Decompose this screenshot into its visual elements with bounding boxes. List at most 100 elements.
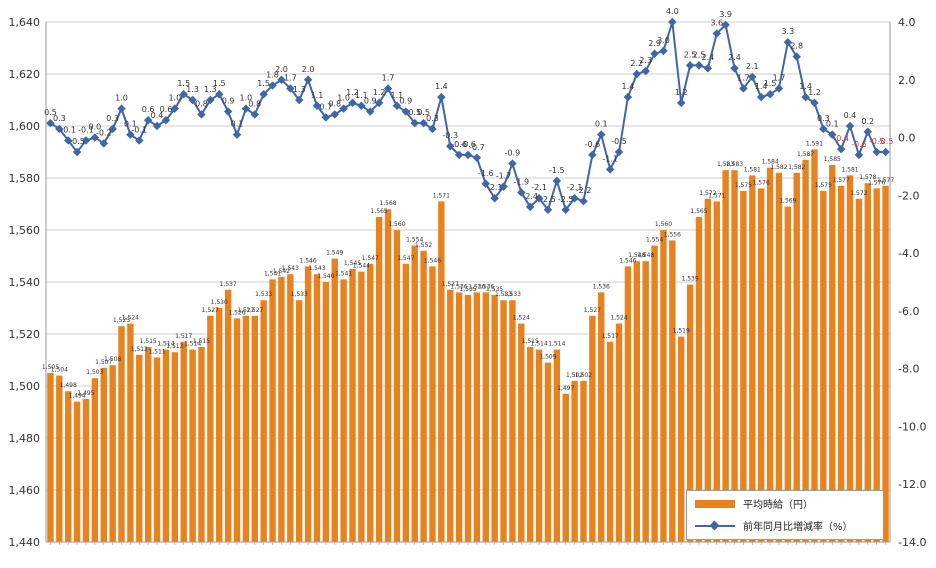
- line-value-label: -1.1: [602, 154, 618, 163]
- line-point: [366, 107, 375, 116]
- line-point: [232, 130, 242, 139]
- line-value-label: 2.9: [648, 39, 661, 48]
- bar-value-label: 1,503: [86, 369, 103, 376]
- line-value-label: 1.1: [391, 91, 404, 100]
- line-point: [454, 150, 464, 160]
- bar-value-label: 1,535: [459, 286, 476, 293]
- bar-value-label: 1,514: [184, 341, 201, 348]
- bar: [669, 240, 676, 542]
- line-value-label: 0.8: [328, 99, 341, 108]
- bar-value-label: 1,543: [282, 265, 299, 272]
- line-value-label: 1.7: [284, 73, 297, 82]
- bar-value-label: 1,576: [753, 179, 770, 186]
- line-value-label: -0.6: [585, 140, 601, 149]
- bar-value-label: 1,547: [362, 255, 379, 262]
- line-value-label: -0.6: [460, 140, 476, 149]
- line-point: [392, 101, 402, 111]
- line-value-label: -0.1: [78, 125, 94, 134]
- bar-value-label: 1,571: [708, 192, 725, 199]
- line-point: [863, 127, 873, 137]
- line-point: [90, 133, 100, 142]
- bar: [384, 209, 392, 542]
- bar: [740, 191, 747, 542]
- line-value-label: -2.4: [522, 192, 538, 201]
- line-value-label: 1.2: [675, 88, 688, 97]
- line-point: [419, 118, 428, 128]
- line-point: [99, 139, 108, 148]
- line-value-label: -2.5: [558, 195, 574, 204]
- line-point: [312, 101, 322, 111]
- right-axis: -14.0 -12.0 -10.0 -8.0 -6.0 -4.0 -2.0 0.0 2.0 4.0: [889, 16, 926, 549]
- line-point: [659, 46, 668, 56]
- bar-value-label: 1,502: [566, 372, 583, 379]
- bar-value-label: 1,544: [353, 263, 370, 270]
- bar-value-label: 1,533: [291, 291, 308, 298]
- left-tick-label: 1,500: [9, 380, 41, 393]
- line-point: [756, 92, 766, 102]
- right-tick-label: -2.0: [898, 189, 919, 202]
- right-tick-label: -6.0: [898, 305, 919, 318]
- line-point: [135, 136, 144, 145]
- line-value-label: 2.4: [728, 53, 741, 62]
- bar: [731, 170, 738, 542]
- line-point: [55, 124, 64, 134]
- bar: [535, 349, 543, 542]
- bar: [73, 401, 81, 542]
- line-value-label: 1.4: [622, 82, 635, 91]
- bar-value-label: 1,536: [451, 283, 468, 290]
- bar: [606, 341, 614, 542]
- line-point: [445, 141, 455, 151]
- line-value-label: 0.1: [595, 120, 608, 129]
- line-value-label: 2.0: [275, 65, 288, 74]
- bar-value-label: 1,569: [779, 198, 796, 205]
- bar: [766, 167, 774, 542]
- line-point: [143, 115, 153, 125]
- line-value-label: 1.7: [773, 73, 786, 82]
- line-point: [277, 75, 286, 85]
- line-value-label: 1.7: [382, 73, 395, 82]
- line-value-label: 0.1: [231, 120, 244, 129]
- line-value-label: 2.1: [746, 62, 759, 71]
- bar: [47, 373, 54, 542]
- bar-value-label: 1,549: [326, 250, 343, 257]
- legend-item-bar: 平均時給（円）: [695, 496, 813, 511]
- bar: [598, 292, 605, 542]
- bar: [375, 217, 383, 542]
- bar-value-label: 1,575: [815, 182, 832, 189]
- line-value-label: 2.5: [684, 50, 697, 59]
- bar: [518, 323, 525, 542]
- line-value-label: 0.1: [826, 120, 839, 129]
- line-point: [463, 150, 473, 160]
- bar: [269, 279, 276, 542]
- bar-value-label: 1,507: [95, 359, 112, 366]
- line-point: [490, 193, 499, 203]
- line-point: [703, 63, 713, 73]
- bar-value-label: 1,556: [664, 231, 681, 238]
- line-value-label: 0.5: [408, 108, 421, 117]
- line-value-label: 1.0: [115, 94, 128, 103]
- line-value-label: -0.2: [96, 128, 112, 137]
- bar-value-label: 1,533: [504, 291, 521, 298]
- bar-value-label: 1,527: [584, 307, 601, 314]
- line-value-label: 2.5: [693, 50, 706, 59]
- bar-value-label: 1,527: [202, 307, 219, 314]
- line-point: [676, 98, 686, 108]
- line-point: [321, 113, 331, 122]
- bar: [420, 250, 427, 543]
- bar-value-label: 1,546: [424, 257, 441, 264]
- bar: [660, 230, 667, 542]
- bar: [793, 172, 800, 543]
- line-value-labels: 0.50.3-0.1-0.5-0.10.0-0.20.31.00.1-0.10.…: [44, 7, 893, 204]
- bar: [642, 261, 649, 542]
- line-point: [161, 115, 171, 125]
- bar: [571, 380, 578, 542]
- bar-value-label: 1,581: [744, 166, 761, 173]
- bar-value-label: 1,515: [140, 338, 157, 345]
- bar: [358, 271, 365, 542]
- bar-value-label: 1,587: [797, 151, 814, 158]
- bar-value-label: 1,497: [557, 385, 574, 392]
- line-value-label: -0.3: [442, 131, 458, 140]
- bar-value-label: 1,537: [220, 281, 237, 288]
- right-tick-label: -12.0: [898, 478, 926, 491]
- bar: [349, 269, 356, 542]
